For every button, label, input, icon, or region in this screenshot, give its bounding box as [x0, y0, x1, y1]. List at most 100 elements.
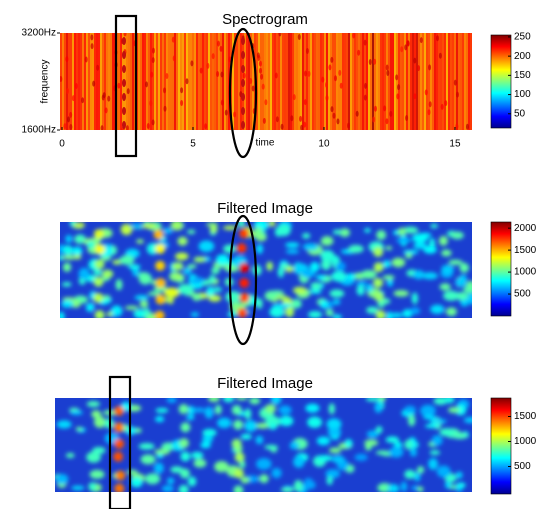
image-stripe: [442, 33, 444, 130]
image-stripe: [252, 33, 254, 130]
image-speck: [185, 78, 189, 85]
image-blob: [142, 223, 156, 229]
image-blob: [244, 408, 252, 420]
image-stripe: [304, 33, 306, 130]
image-blob: [280, 487, 295, 492]
image-blob: [300, 269, 316, 278]
image-speck: [299, 115, 303, 122]
image-blob: [430, 304, 445, 315]
image-blob: [423, 414, 435, 420]
image-blob: [459, 262, 470, 273]
image-blob: [316, 455, 333, 462]
image-blob: [328, 447, 342, 454]
image-blob: [428, 458, 439, 470]
image-stripe: [202, 33, 204, 130]
image-stripe: [308, 33, 310, 130]
image-blob: [174, 252, 189, 261]
image-speck: [397, 84, 401, 91]
image-speck: [125, 125, 129, 130]
image-speck: [333, 75, 337, 82]
image-stripe: [416, 33, 418, 130]
image-stripe: [154, 33, 156, 130]
image-blob: [285, 249, 300, 254]
image-blob: [204, 406, 214, 419]
image-blob: [290, 299, 302, 309]
image-blob: [190, 312, 200, 317]
image-blob: [154, 310, 165, 318]
image-blob: [280, 264, 293, 269]
image-speck: [117, 82, 121, 89]
image-stripe: [324, 33, 326, 130]
image-stripe: [234, 33, 236, 130]
image-blob: [293, 455, 305, 468]
image-stripe: [94, 33, 96, 130]
image-blob: [430, 223, 439, 229]
image-blob: [455, 471, 463, 479]
image-blob: [60, 311, 65, 318]
image-blob: [187, 476, 197, 487]
image-stripe: [342, 33, 344, 130]
image-blob: [302, 233, 311, 239]
image-blob: [94, 259, 105, 270]
image-speck: [220, 99, 224, 106]
image-stripe: [180, 33, 182, 130]
image-blob: [93, 292, 104, 303]
image-blob: [167, 477, 175, 485]
image-blobs: [55, 398, 472, 492]
image-blob: [331, 455, 345, 464]
image-speck: [339, 82, 343, 89]
image-blob: [307, 416, 323, 428]
image-speck: [406, 40, 410, 47]
image-stripe: [184, 33, 186, 130]
image-stripe: [360, 33, 362, 130]
image-blob: [217, 417, 232, 429]
image-stripe: [248, 33, 250, 130]
image-blob: [75, 426, 83, 431]
image-blob: [101, 269, 114, 279]
image-stripe: [470, 33, 472, 130]
image-speck: [290, 115, 294, 122]
image-speck: [66, 88, 70, 95]
image-blob: [365, 398, 380, 402]
image-stripe: [390, 33, 392, 130]
image-stripe: [364, 33, 366, 130]
image-stripe: [332, 33, 334, 130]
image-speck: [241, 37, 245, 45]
image-blob: [409, 307, 421, 315]
image-stripe: [200, 33, 202, 130]
image-speck: [122, 37, 126, 45]
image-stripe: [174, 33, 176, 130]
image-blob: [268, 422, 277, 430]
image-speck: [65, 56, 69, 63]
image-blob: [404, 405, 416, 413]
image-blob: [153, 462, 164, 474]
image-blob: [271, 467, 282, 479]
image-blob: [256, 458, 272, 470]
image-speck: [395, 74, 399, 81]
image-speck: [151, 57, 155, 64]
image-speck: [332, 112, 336, 119]
image-stripe: [452, 33, 454, 130]
image-stripe: [414, 33, 416, 130]
image-speck: [69, 124, 73, 130]
image-blob: [385, 246, 393, 251]
image-stripe: [462, 33, 464, 130]
image-stripe: [148, 33, 150, 130]
image-stripe: [76, 33, 78, 130]
image-blob: [93, 269, 102, 276]
image-blob: [166, 398, 177, 404]
image-speck: [261, 83, 265, 90]
image-blob: [231, 438, 242, 449]
image-speck: [303, 121, 307, 128]
image-stripe: [410, 33, 412, 130]
image-stripe: [82, 33, 84, 130]
image-stripe: [214, 33, 216, 130]
image-blob: [320, 250, 335, 262]
image-stripe: [236, 33, 238, 130]
image-blob: [115, 279, 123, 291]
image-stripe: [264, 33, 266, 130]
y-tick-label: 3200Hz: [22, 28, 56, 39]
image-blob: [74, 234, 86, 245]
image-blob: [92, 446, 106, 455]
image-stripe: [80, 33, 82, 130]
